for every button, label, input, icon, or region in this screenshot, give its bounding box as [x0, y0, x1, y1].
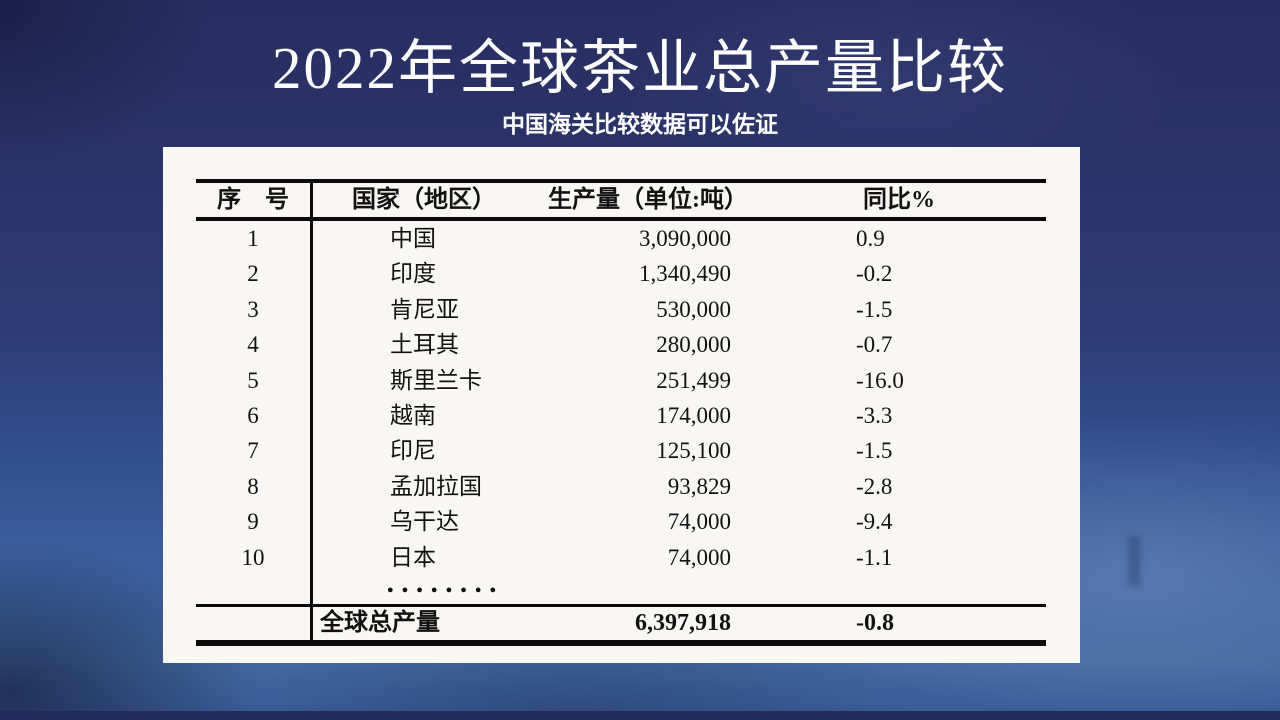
total-production: 6,397,918: [635, 610, 731, 636]
row-yoy: -1.1: [856, 544, 893, 570]
row-country: 土耳其: [390, 332, 459, 358]
row-index: 8: [247, 473, 259, 499]
row-production: 1,340,490: [639, 261, 731, 287]
slide-title: 2022年全球茶业总产量比较: [271, 35, 1008, 101]
row-yoy: -3.3: [856, 402, 893, 428]
tower-silhouette: [1128, 536, 1141, 586]
table-row: 6 越南 174,000 -3.3: [163, 398, 1080, 433]
table-panel: 序 号 国家（地区） 生产量（单位:吨） 同比% 1 中国 3,090,000 …: [163, 147, 1080, 663]
row-production: 74,000: [667, 544, 731, 570]
table-total-row: 全球总产量 6,397,918 -0.8: [163, 607, 1080, 640]
row-index: 2: [247, 261, 259, 287]
row-index: 10: [241, 544, 265, 570]
row-production: 251,499: [656, 367, 731, 393]
row-production: 74,000: [667, 509, 731, 535]
row-yoy: -2.8: [856, 473, 893, 499]
row-index: 4: [247, 332, 259, 358]
table-header-row: 序 号 国家（地区） 生产量（单位:吨） 同比%: [163, 183, 1080, 217]
row-production: 174,000: [656, 402, 731, 428]
table-bottom-border: [196, 640, 1046, 646]
row-index: 3: [247, 296, 259, 322]
row-index: 9: [247, 509, 259, 535]
row-country: 中国: [390, 226, 436, 251]
row-country: 肯尼亚: [390, 296, 459, 322]
row-index: 1: [247, 226, 259, 251]
table-total-top-border: [196, 604, 1046, 607]
row-index: 5: [247, 367, 259, 393]
header-yoy: 同比%: [863, 187, 935, 213]
bottom-border-strip: [0, 711, 1280, 720]
row-country: 越南: [390, 402, 436, 428]
table-row: 3 肯尼亚 530,000 -1.5: [163, 292, 1080, 327]
row-index: 7: [247, 438, 259, 464]
row-country: 印度: [390, 261, 436, 287]
row-yoy: -1.5: [856, 438, 893, 464]
table-column-divider: [310, 179, 313, 646]
table-row: 10 日本 74,000 -1.1: [163, 540, 1080, 575]
total-yoy: -0.8: [856, 610, 894, 636]
row-country: 印尼: [390, 438, 436, 464]
table-top-border: [196, 179, 1046, 183]
row-country: 乌干达: [390, 509, 459, 535]
row-production: 93,829: [667, 473, 731, 499]
table-row: 7 印尼 125,100 -1.5: [163, 433, 1080, 468]
table-ellipsis-row: ●●●●●●●●: [163, 575, 1080, 605]
row-production: 280,000: [656, 332, 731, 358]
row-yoy: -16.0: [856, 367, 904, 393]
row-yoy: -0.7: [856, 332, 893, 358]
header-production: 生产量（单位:吨）: [548, 187, 748, 213]
row-country: 斯里兰卡: [390, 367, 482, 393]
header-index: 序 号: [217, 187, 289, 213]
table-header-border: [196, 217, 1046, 221]
row-yoy: -0.2: [856, 261, 893, 287]
row-production: 3,090,000: [639, 226, 731, 251]
table-row: 9 乌干达 74,000 -9.4: [163, 504, 1080, 539]
table-row: 1 中国 3,090,000 0.9: [163, 221, 1080, 256]
row-yoy: 0.9: [856, 226, 885, 251]
row-yoy: -9.4: [856, 509, 893, 535]
row-country: 日本: [390, 544, 436, 570]
total-label: 全球总产量: [320, 610, 440, 636]
slide-subtitle: 中国海关比较数据可以佐证: [502, 112, 778, 137]
row-index: 6: [247, 402, 259, 428]
header-country: 国家（地区）: [352, 187, 496, 213]
row-yoy: -1.5: [856, 296, 893, 322]
row-country: 孟加拉国: [390, 473, 482, 499]
table-row: 2 印度 1,340,490 -0.2: [163, 256, 1080, 291]
table-row: 4 土耳其 280,000 -0.7: [163, 327, 1080, 362]
table-body: 1 中国 3,090,000 0.9 2 印度 1,340,490 -0.2 3…: [163, 221, 1080, 605]
table-row: 8 孟加拉国 93,829 -2.8: [163, 469, 1080, 504]
table-row: 5 斯里兰卡 251,499 -16.0: [163, 363, 1080, 398]
row-production: 125,100: [656, 438, 731, 464]
ellipsis-dots: ●●●●●●●●: [387, 583, 505, 596]
row-production: 530,000: [656, 296, 731, 322]
